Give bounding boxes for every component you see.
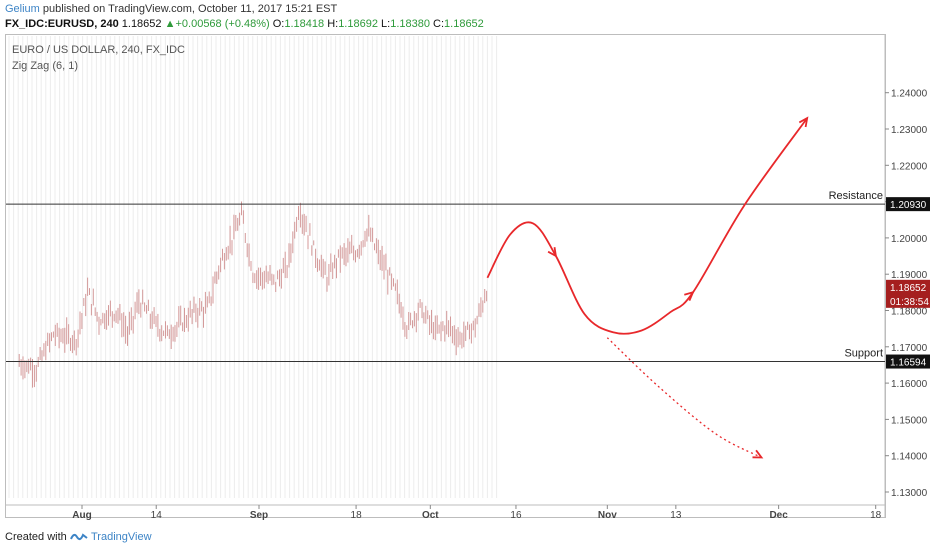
grid-lines bbox=[8, 36, 498, 498]
price-tick-label: 1.14000 bbox=[891, 452, 928, 463]
publish-line: Gelium published on TradingView.com, Oct… bbox=[5, 3, 337, 15]
price-tick-label: 1.13000 bbox=[891, 488, 928, 499]
time-tick-label: 18 bbox=[351, 510, 363, 521]
time-tick-label: 13 bbox=[670, 510, 682, 521]
price-tick-label: 1.20000 bbox=[891, 234, 928, 245]
price-tick-label: 1.19000 bbox=[891, 270, 928, 281]
alt-projection-arrowhead bbox=[752, 449, 764, 459]
price-tick-label: 1.23000 bbox=[891, 125, 928, 136]
tradingview-logo-icon[interactable] bbox=[70, 530, 88, 544]
price-axis: 1.13000 1.14000 1.15000 1.16000 1.17000 1.180… bbox=[884, 35, 928, 517]
footer: Created with TradingView bbox=[0, 526, 932, 550]
time-tick-label: 18 bbox=[870, 510, 882, 521]
support-label: Support bbox=[844, 348, 883, 360]
projection-path bbox=[486, 117, 808, 335]
close-value: 1.18652 bbox=[444, 18, 484, 30]
open-value: 1.18418 bbox=[284, 18, 325, 30]
time-axis: Aug 14 Sep 18 Oct 16 Nov 13 Dec 18 bbox=[6, 504, 885, 521]
time-tick-label: Sep bbox=[250, 510, 268, 521]
time-tick-label: Oct bbox=[422, 510, 439, 521]
price-tick-label: 1.15000 bbox=[891, 415, 928, 426]
low-label: L: bbox=[381, 18, 391, 30]
price-tick-label: 1.22000 bbox=[891, 161, 928, 172]
time-tick-label: 14 bbox=[151, 510, 163, 521]
alt-projection-path bbox=[606, 337, 762, 459]
support-price-badge bbox=[886, 354, 930, 369]
time-tick-label: Aug bbox=[72, 510, 91, 521]
indicator-label[interactable]: Zig Zag (6, 1) bbox=[12, 60, 79, 72]
price-tick-label: 1.17000 bbox=[891, 343, 928, 354]
close-label: C: bbox=[433, 18, 445, 30]
up-arrow-icon: ▲ bbox=[164, 18, 176, 30]
created-with-text: Created with bbox=[5, 531, 67, 543]
projection-arrowhead bbox=[798, 116, 809, 128]
symbol-quote-line: FX_IDC:EURUSD, 240 1.18652 ▲+0.00568 (+0… bbox=[5, 18, 484, 30]
resistance-price-text: 1.20930 bbox=[890, 200, 927, 211]
time-tick-label: 16 bbox=[510, 510, 522, 521]
open-label: O: bbox=[272, 18, 285, 30]
time-tick-label: Nov bbox=[598, 510, 617, 521]
current-price-badge bbox=[886, 279, 930, 308]
series-title: EURO / US DOLLAR, 240, FX_IDC bbox=[12, 44, 185, 56]
tradingview-brand[interactable]: TradingView bbox=[91, 531, 152, 543]
chart-legend: EURO / US DOLLAR, 240, FX_IDC Zig Zag (6… bbox=[12, 42, 185, 74]
low-value: 1.18380 bbox=[390, 18, 430, 30]
published-text: published on TradingView.com, October 11… bbox=[42, 3, 338, 15]
price-tick-label: 1.16000 bbox=[891, 379, 928, 390]
current-price-text: 1.18652 bbox=[890, 283, 927, 294]
last-price: 1.18652 bbox=[121, 18, 162, 30]
price-tick-label: 1.24000 bbox=[891, 89, 928, 100]
price-tick-label: 1.18000 bbox=[891, 307, 928, 318]
author-link[interactable]: Gelium bbox=[5, 3, 40, 15]
countdown-text: 01:38:54 bbox=[890, 297, 929, 308]
candles bbox=[18, 201, 488, 388]
support-price-text: 1.16594 bbox=[890, 358, 927, 369]
resistance-label: Resistance bbox=[829, 190, 883, 202]
symbol-label: FX_IDC:EURUSD, 240 bbox=[5, 18, 119, 30]
publish-header: Gelium published on TradingView.com, Oct… bbox=[0, 0, 932, 34]
projection-arrowhead bbox=[684, 290, 695, 301]
high-label: H: bbox=[327, 18, 339, 30]
price-chart[interactable]: 1.13000 1.14000 1.15000 1.16000 1.17000 1.180… bbox=[0, 0, 932, 526]
projection-arrowhead bbox=[547, 247, 558, 258]
high-value: 1.18692 bbox=[338, 18, 378, 30]
resistance-price-badge bbox=[886, 197, 930, 212]
time-tick-label: Dec bbox=[769, 510, 788, 521]
price-change: +0.00568 (+0.48%) bbox=[175, 18, 270, 30]
